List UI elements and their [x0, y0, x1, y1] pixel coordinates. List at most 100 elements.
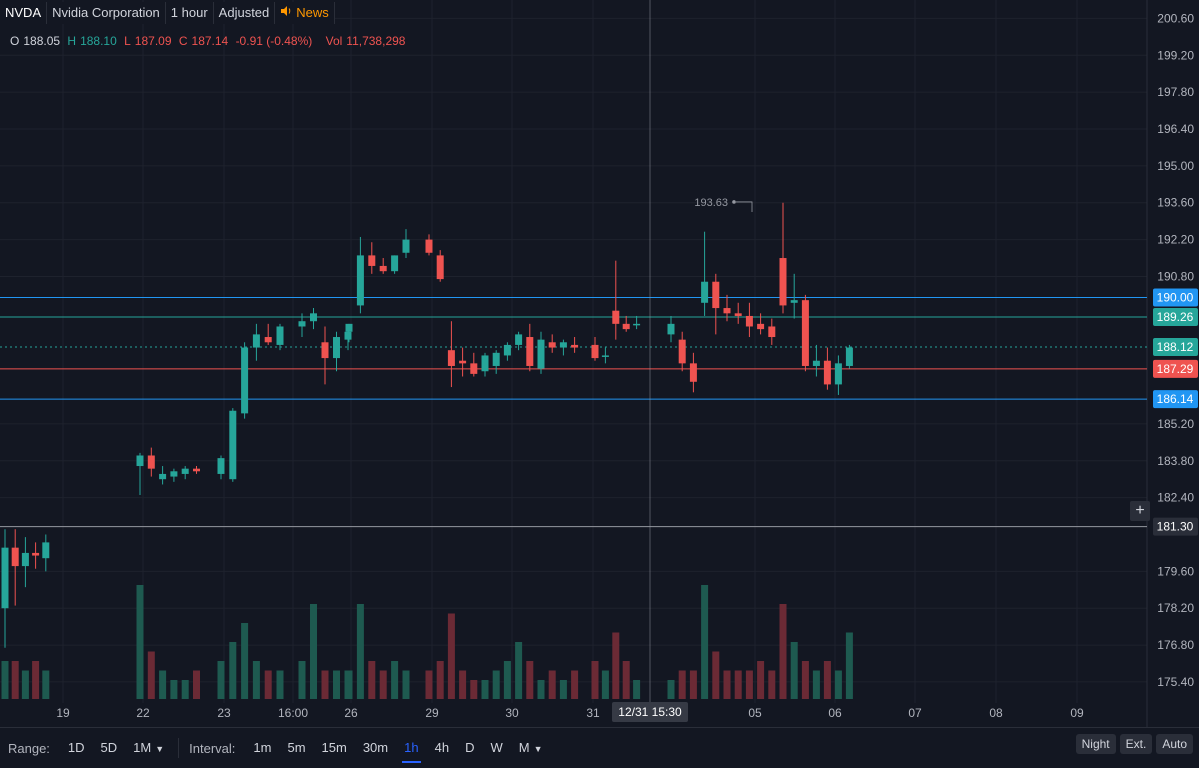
news-button[interactable]: News — [275, 2, 335, 24]
company-name: Nvidia Corporation — [47, 2, 166, 24]
candle-body — [591, 344, 599, 359]
interval-button[interactable]: 1 hour — [165, 2, 214, 24]
symbol-label[interactable]: NVDA — [0, 2, 48, 24]
volume-bar — [447, 613, 455, 699]
interval-m-button[interactable]: M ▼ — [511, 737, 551, 759]
range-5d-button[interactable]: 5D — [100, 740, 118, 755]
candle-body — [159, 473, 167, 480]
y-axis-tick-label: 195.00 — [1157, 159, 1194, 173]
adjusted-button[interactable]: Adjusted — [213, 2, 276, 24]
interval-1h-button[interactable]: 1h — [396, 737, 426, 763]
candle-body — [276, 326, 284, 345]
price-axis-tag: 188.12 — [1153, 338, 1198, 357]
y-axis-tick-label: 192.20 — [1157, 233, 1194, 247]
volume-bar — [526, 661, 534, 699]
volume-bar — [310, 604, 317, 699]
candle-body — [481, 355, 489, 372]
candle-body — [147, 455, 155, 469]
candle-body — [678, 339, 686, 364]
add-alert-plus-button[interactable]: + — [1130, 501, 1150, 521]
interval-d-button[interactable]: D — [465, 740, 475, 755]
candle-body — [333, 337, 340, 359]
volume-bar — [723, 670, 731, 699]
y-axis-tick-label: 196.40 — [1157, 122, 1194, 136]
candle-body — [425, 239, 433, 253]
candle-body — [379, 265, 387, 272]
interval-15m-button[interactable]: 15m — [321, 740, 347, 755]
night-button[interactable]: Night — [1075, 734, 1116, 754]
volume-bar — [779, 604, 787, 699]
y-axis-tick-label: 190.80 — [1157, 269, 1194, 283]
volume-bar — [264, 670, 272, 699]
volume-bar — [147, 651, 155, 699]
volume-bar — [241, 623, 249, 699]
volume-bar — [425, 670, 433, 699]
x-axis-tick-label: 09 — [1070, 706, 1084, 720]
low-label: L — [124, 34, 131, 48]
auto-scale-button[interactable]: Auto — [1156, 734, 1193, 754]
ohlc-legend: O 188.05 H 188.10 L 187.09 C 187.14 -0.91 (-… — [10, 34, 409, 48]
candle-body — [252, 334, 260, 348]
candle-body — [571, 344, 579, 348]
candle-body — [548, 342, 556, 348]
candle-body — [768, 326, 776, 338]
candle-body — [622, 323, 630, 330]
x-axis-tick-label: 30 — [505, 706, 519, 720]
volume-bar — [470, 680, 478, 699]
candle-body — [779, 258, 787, 306]
volume-bar — [345, 670, 353, 699]
high-label: H — [67, 34, 77, 48]
candle-body — [823, 360, 831, 385]
x-axis-tick-label: 06 — [828, 706, 842, 720]
volume-bar — [801, 661, 809, 699]
right-toggles: Night Ext. Auto — [1075, 734, 1193, 754]
toolbar-divider — [178, 738, 180, 758]
interval-1m-button[interactable]: 1m — [253, 740, 272, 755]
y-axis-tick-label: 185.20 — [1157, 417, 1194, 431]
volume-bar — [459, 670, 467, 699]
range-1d-button[interactable]: 1D — [67, 740, 85, 755]
price-axis-tag: 181.30 — [1153, 517, 1198, 536]
interval-30m-button[interactable]: 30m — [362, 740, 389, 755]
x-axis-tick-label: 08 — [989, 706, 1003, 720]
close-label: C — [178, 34, 188, 48]
candle-body — [526, 337, 534, 366]
interval-label: Interval: — [189, 740, 236, 756]
candle-body — [667, 323, 675, 335]
volume-bar — [21, 670, 29, 699]
candle-body — [723, 308, 731, 314]
candle-body — [845, 347, 853, 366]
volume-bar — [689, 670, 697, 699]
volume-bar — [503, 661, 511, 699]
volume-bar — [768, 670, 776, 699]
top-toolbar: NVDA Nvidia Corporation 1 hour Adjusted … — [0, 0, 335, 26]
bottom-toolbar: Range: 1D 5D 1M ▼ Interval: 1m 5m 15m 30m… — [0, 727, 1199, 768]
volume-bar — [32, 661, 40, 699]
interval-w-button[interactable]: W — [490, 740, 503, 755]
price-axis-tag-label: 187.29 — [1157, 362, 1194, 376]
range-1m-button[interactable]: 1M ▼ — [125, 737, 172, 759]
candle-body — [812, 360, 820, 366]
candle-body — [492, 352, 500, 366]
y-axis-tick-label: 183.80 — [1157, 454, 1194, 468]
volume-bar — [548, 670, 556, 699]
extended-hours-button[interactable]: Ext. — [1119, 734, 1153, 754]
candle-body — [241, 347, 249, 414]
x-axis-tick-label: 29 — [425, 706, 439, 720]
price-chart[interactable]: 200.60 199.20 197.80 196.40 195.00 193.60 192.… — [0, 0, 1199, 727]
speaker-icon — [280, 2, 292, 24]
volume-bar — [701, 585, 709, 699]
interval-5m-button[interactable]: 5m — [287, 740, 306, 755]
y-axis-tick-label: 179.60 — [1157, 564, 1194, 578]
price-axis-tag-label: 189.26 — [1157, 310, 1194, 324]
volume-bar — [321, 670, 329, 699]
y-axis-tick-label: 175.40 — [1157, 675, 1194, 689]
volume-bar — [790, 642, 798, 699]
interval-4h-button[interactable]: 4h — [434, 740, 450, 755]
price-axis-tag: 186.14 — [1153, 390, 1198, 409]
volume-bar — [136, 585, 144, 699]
candle-body — [436, 255, 444, 280]
y-axis-tick-label: 178.20 — [1157, 601, 1194, 615]
volume-bar — [492, 670, 500, 699]
